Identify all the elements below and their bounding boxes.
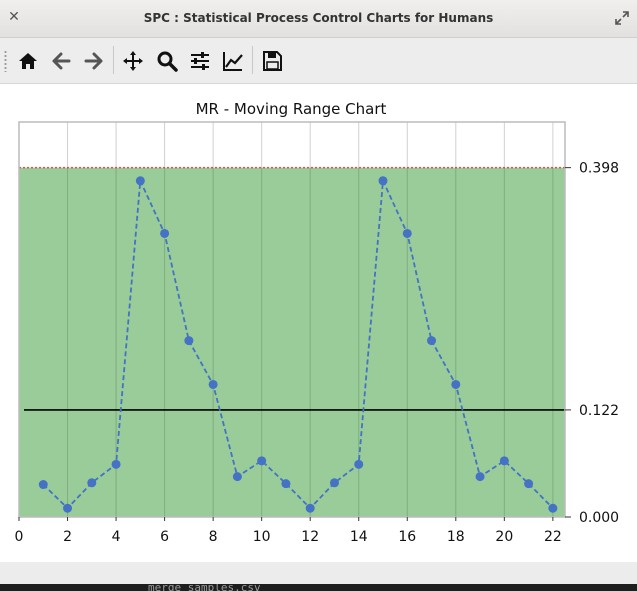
data-point	[329, 478, 339, 488]
home-button[interactable]	[15, 48, 41, 74]
x-axis-ticks: 0 2 4 6 8 10 12 14 16 18 20 22	[15, 517, 562, 545]
sliders-icon	[191, 52, 209, 70]
edit-axis-button[interactable]	[220, 48, 246, 74]
x-tick-label: 12	[301, 529, 319, 545]
series-line	[42, 177, 554, 510]
data-point	[208, 379, 218, 389]
data-point	[451, 379, 461, 389]
x-tick-label: 6	[160, 529, 169, 545]
right-tick-label: 0.398	[579, 161, 619, 177]
data-point	[63, 503, 73, 513]
maximize-icon[interactable]	[615, 10, 631, 26]
x-tick-label: 14	[350, 529, 368, 545]
data-point	[111, 459, 121, 469]
chart-title: MR - Moving Range Chart	[196, 100, 387, 118]
data-point	[232, 472, 242, 482]
x-tick-label: 20	[495, 529, 513, 545]
status-bar	[0, 562, 637, 584]
right-tick-label: 0.000	[579, 510, 619, 526]
forward-button[interactable]	[81, 48, 107, 74]
right-tick-label: 0.122	[579, 403, 619, 419]
data-point	[427, 336, 437, 346]
home-icon	[19, 53, 37, 69]
x-tick-label: 10	[253, 529, 271, 545]
data-point	[499, 456, 509, 466]
data-point	[160, 228, 170, 238]
line-chart-icon	[223, 52, 243, 71]
x-tick-label: 0	[15, 529, 24, 545]
data-point	[402, 228, 412, 238]
plot-frame	[18, 121, 566, 518]
x-tick-label: 22	[544, 529, 562, 545]
arrow-left-icon	[52, 52, 71, 70]
data-point	[257, 456, 267, 466]
pan-button[interactable]	[120, 48, 146, 74]
data-points	[38, 176, 558, 513]
data-point	[378, 176, 388, 186]
window-title: SPC : Statistical Process Control Charts…	[143, 11, 494, 25]
right-axis-ticks: 0.000 0.122 0.398	[565, 161, 619, 526]
data-point	[38, 480, 48, 490]
data-point	[548, 503, 558, 513]
back-button[interactable]	[48, 48, 74, 74]
magnifier-icon	[157, 51, 178, 72]
background-terminal-text: merge_samples.csv	[148, 584, 261, 591]
toolbar-separator	[113, 46, 114, 74]
move-icon	[123, 51, 143, 71]
mr-chart: 0 2 4 6 8 10 12 14 16 18 20 22 0.000 0.122 0.398 MR -…	[15, 100, 620, 545]
toolbar-grip[interactable]	[4, 50, 7, 72]
save-button[interactable]	[259, 48, 285, 74]
configure-subplots-button[interactable]	[187, 48, 213, 74]
floppy-disk-icon	[263, 51, 282, 71]
figure-canvas[interactable]: 0 2 4 6 8 10 12 14 16 18 20 22 0.000 0.122 0.398 MR -…	[0, 84, 637, 562]
in-control-band	[19, 167, 565, 517]
x-tick-label: 2	[63, 529, 72, 545]
arrow-right-icon	[84, 52, 103, 70]
data-point	[135, 176, 145, 186]
plot-toolbar	[0, 38, 637, 84]
data-point	[281, 479, 291, 489]
data-point	[184, 336, 194, 346]
x-tick-label: 18	[447, 529, 465, 545]
data-point	[87, 478, 97, 488]
x-tick-label: 16	[398, 529, 416, 545]
zoom-button[interactable]	[154, 48, 180, 74]
title-bar: ✕ SPC : Statistical Process Control Char…	[0, 0, 637, 38]
toolbar-separator	[252, 46, 253, 74]
data-point	[305, 503, 315, 513]
x-tick-label: 4	[112, 529, 121, 545]
data-point	[354, 459, 364, 469]
close-icon[interactable]: ✕	[8, 9, 20, 25]
data-point	[524, 479, 534, 489]
x-tick-label: 8	[209, 529, 218, 545]
data-point	[475, 472, 485, 482]
